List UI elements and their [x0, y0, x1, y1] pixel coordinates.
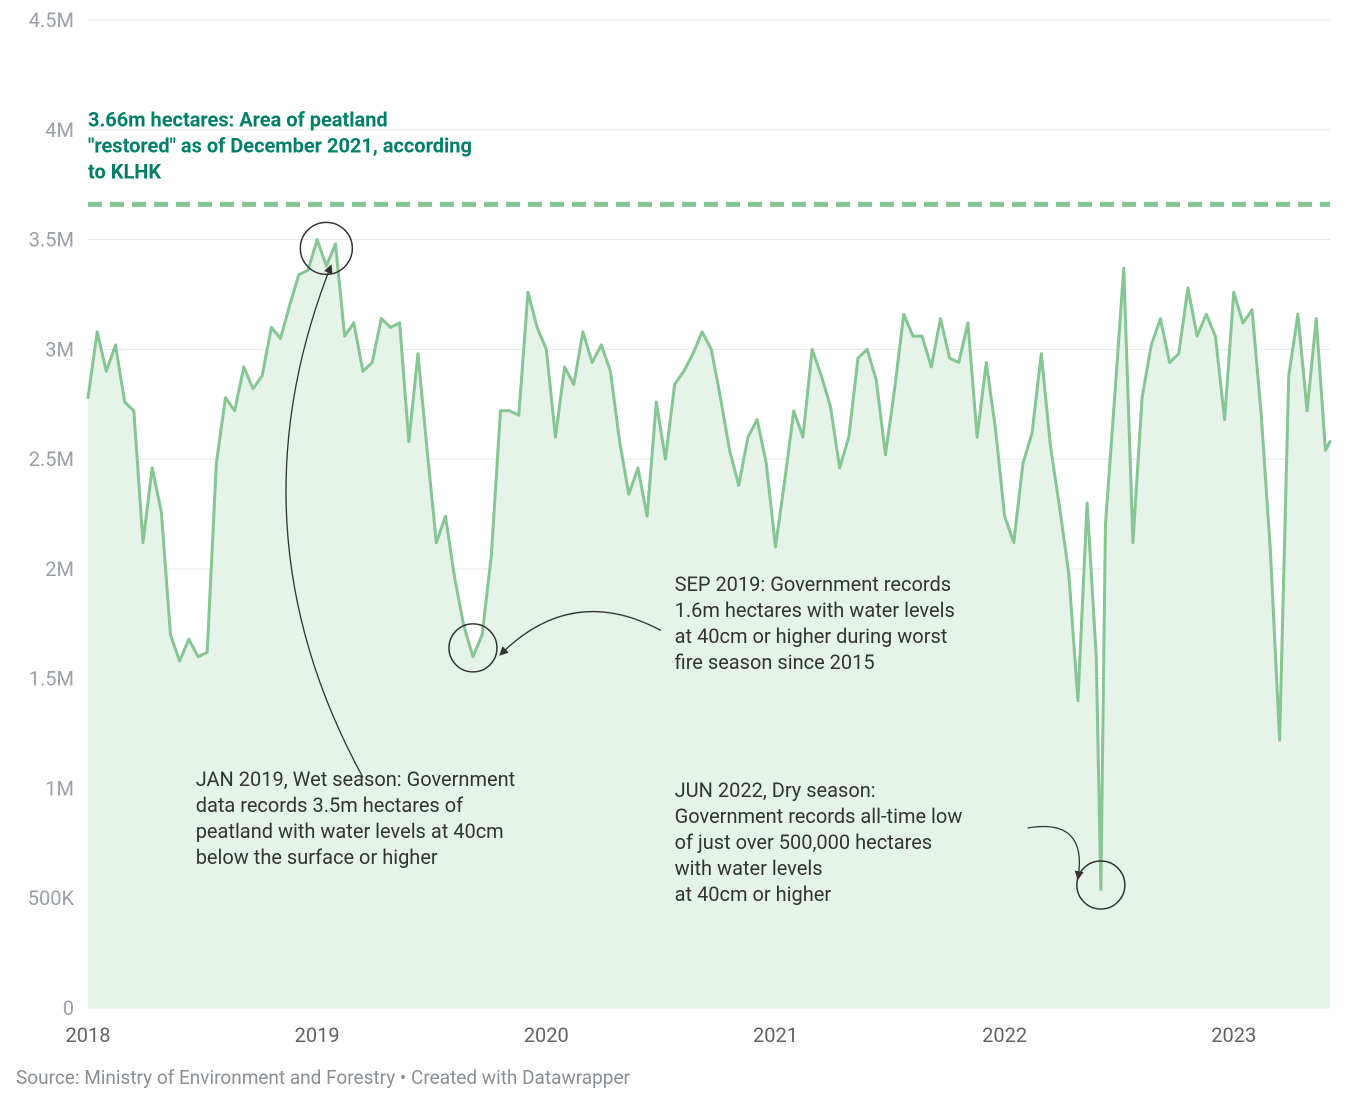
y-axis-label: 500K — [28, 886, 75, 910]
source-text: Source: Ministry of Environment and Fore… — [16, 1066, 631, 1089]
y-axis-label: 0 — [63, 996, 74, 1020]
y-axis-label: 4M — [45, 118, 74, 142]
x-axis-label: 2023 — [1211, 1023, 1256, 1047]
y-axis-label: 1M — [45, 776, 74, 800]
x-axis-label: 2021 — [753, 1023, 798, 1047]
y-axis-label: 2M — [45, 557, 74, 581]
y-axis-label: 2.5M — [29, 447, 74, 471]
y-axis-label: 3.5M — [29, 228, 74, 252]
x-axis-label: 2022 — [982, 1023, 1027, 1047]
x-axis-label: 2019 — [295, 1023, 340, 1047]
y-axis-label: 3M — [45, 337, 74, 361]
chart-svg: 0 500K 1M 1.5M 2M 2.5M 3M 3.5M 4M 4.5M 2018 2019 202… — [0, 0, 1352, 1112]
chart-container: 0 500K 1M 1.5M 2M 2.5M 3M 3.5M 4M 4.5M 2018 2019 202… — [0, 0, 1352, 1112]
x-axis-label: 2020 — [524, 1023, 569, 1047]
y-axis-label: 4.5M — [29, 8, 74, 32]
y-axis-label: 1.5M — [29, 667, 74, 691]
x-axis-label: 2018 — [66, 1023, 111, 1047]
